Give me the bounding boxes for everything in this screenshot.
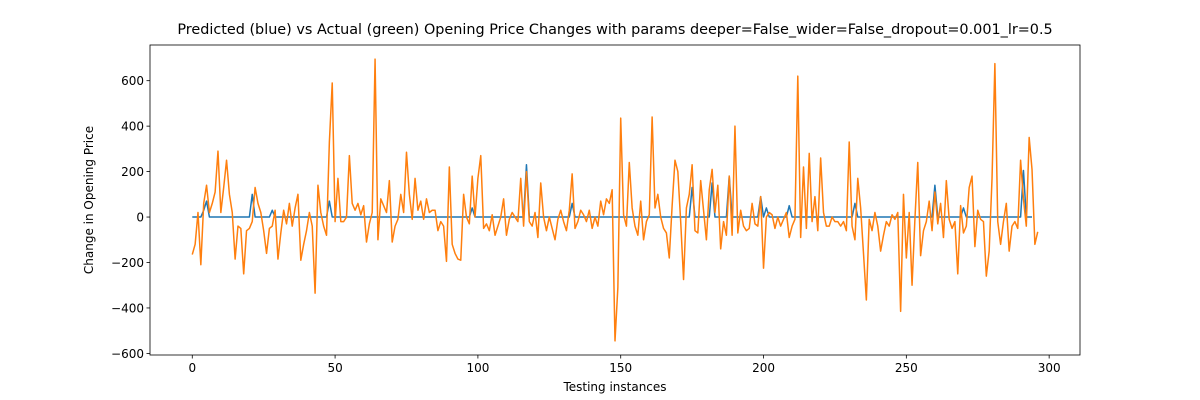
plot-area	[191, 58, 1039, 342]
x-tick-label: 50	[327, 361, 342, 375]
chart-title: Predicted (blue) vs Actual (green) Openi…	[177, 22, 1052, 38]
y-tick-label: −600	[111, 347, 144, 361]
y-tick-label: −400	[111, 301, 144, 315]
x-tick-label: 0	[188, 361, 196, 375]
y-axis-label: Change in Opening Price	[82, 126, 96, 274]
y-tick-label: 0	[136, 211, 144, 225]
y-tick-label: −200	[111, 256, 144, 270]
y-tick-label: 400	[121, 120, 144, 134]
axes-frame	[149, 44, 1081, 356]
y-tick-label: 200	[121, 165, 144, 179]
x-tick-label: 300	[1038, 361, 1061, 375]
x-tick-label: 250	[895, 361, 918, 375]
y-tick-label: 600	[121, 74, 144, 88]
x-axis-label: Testing instances	[562, 380, 666, 394]
series-line	[191, 58, 1039, 342]
x-tick-label: 200	[752, 361, 775, 375]
x-tick-label: 100	[466, 361, 489, 375]
x-tick-label: 150	[609, 361, 632, 375]
